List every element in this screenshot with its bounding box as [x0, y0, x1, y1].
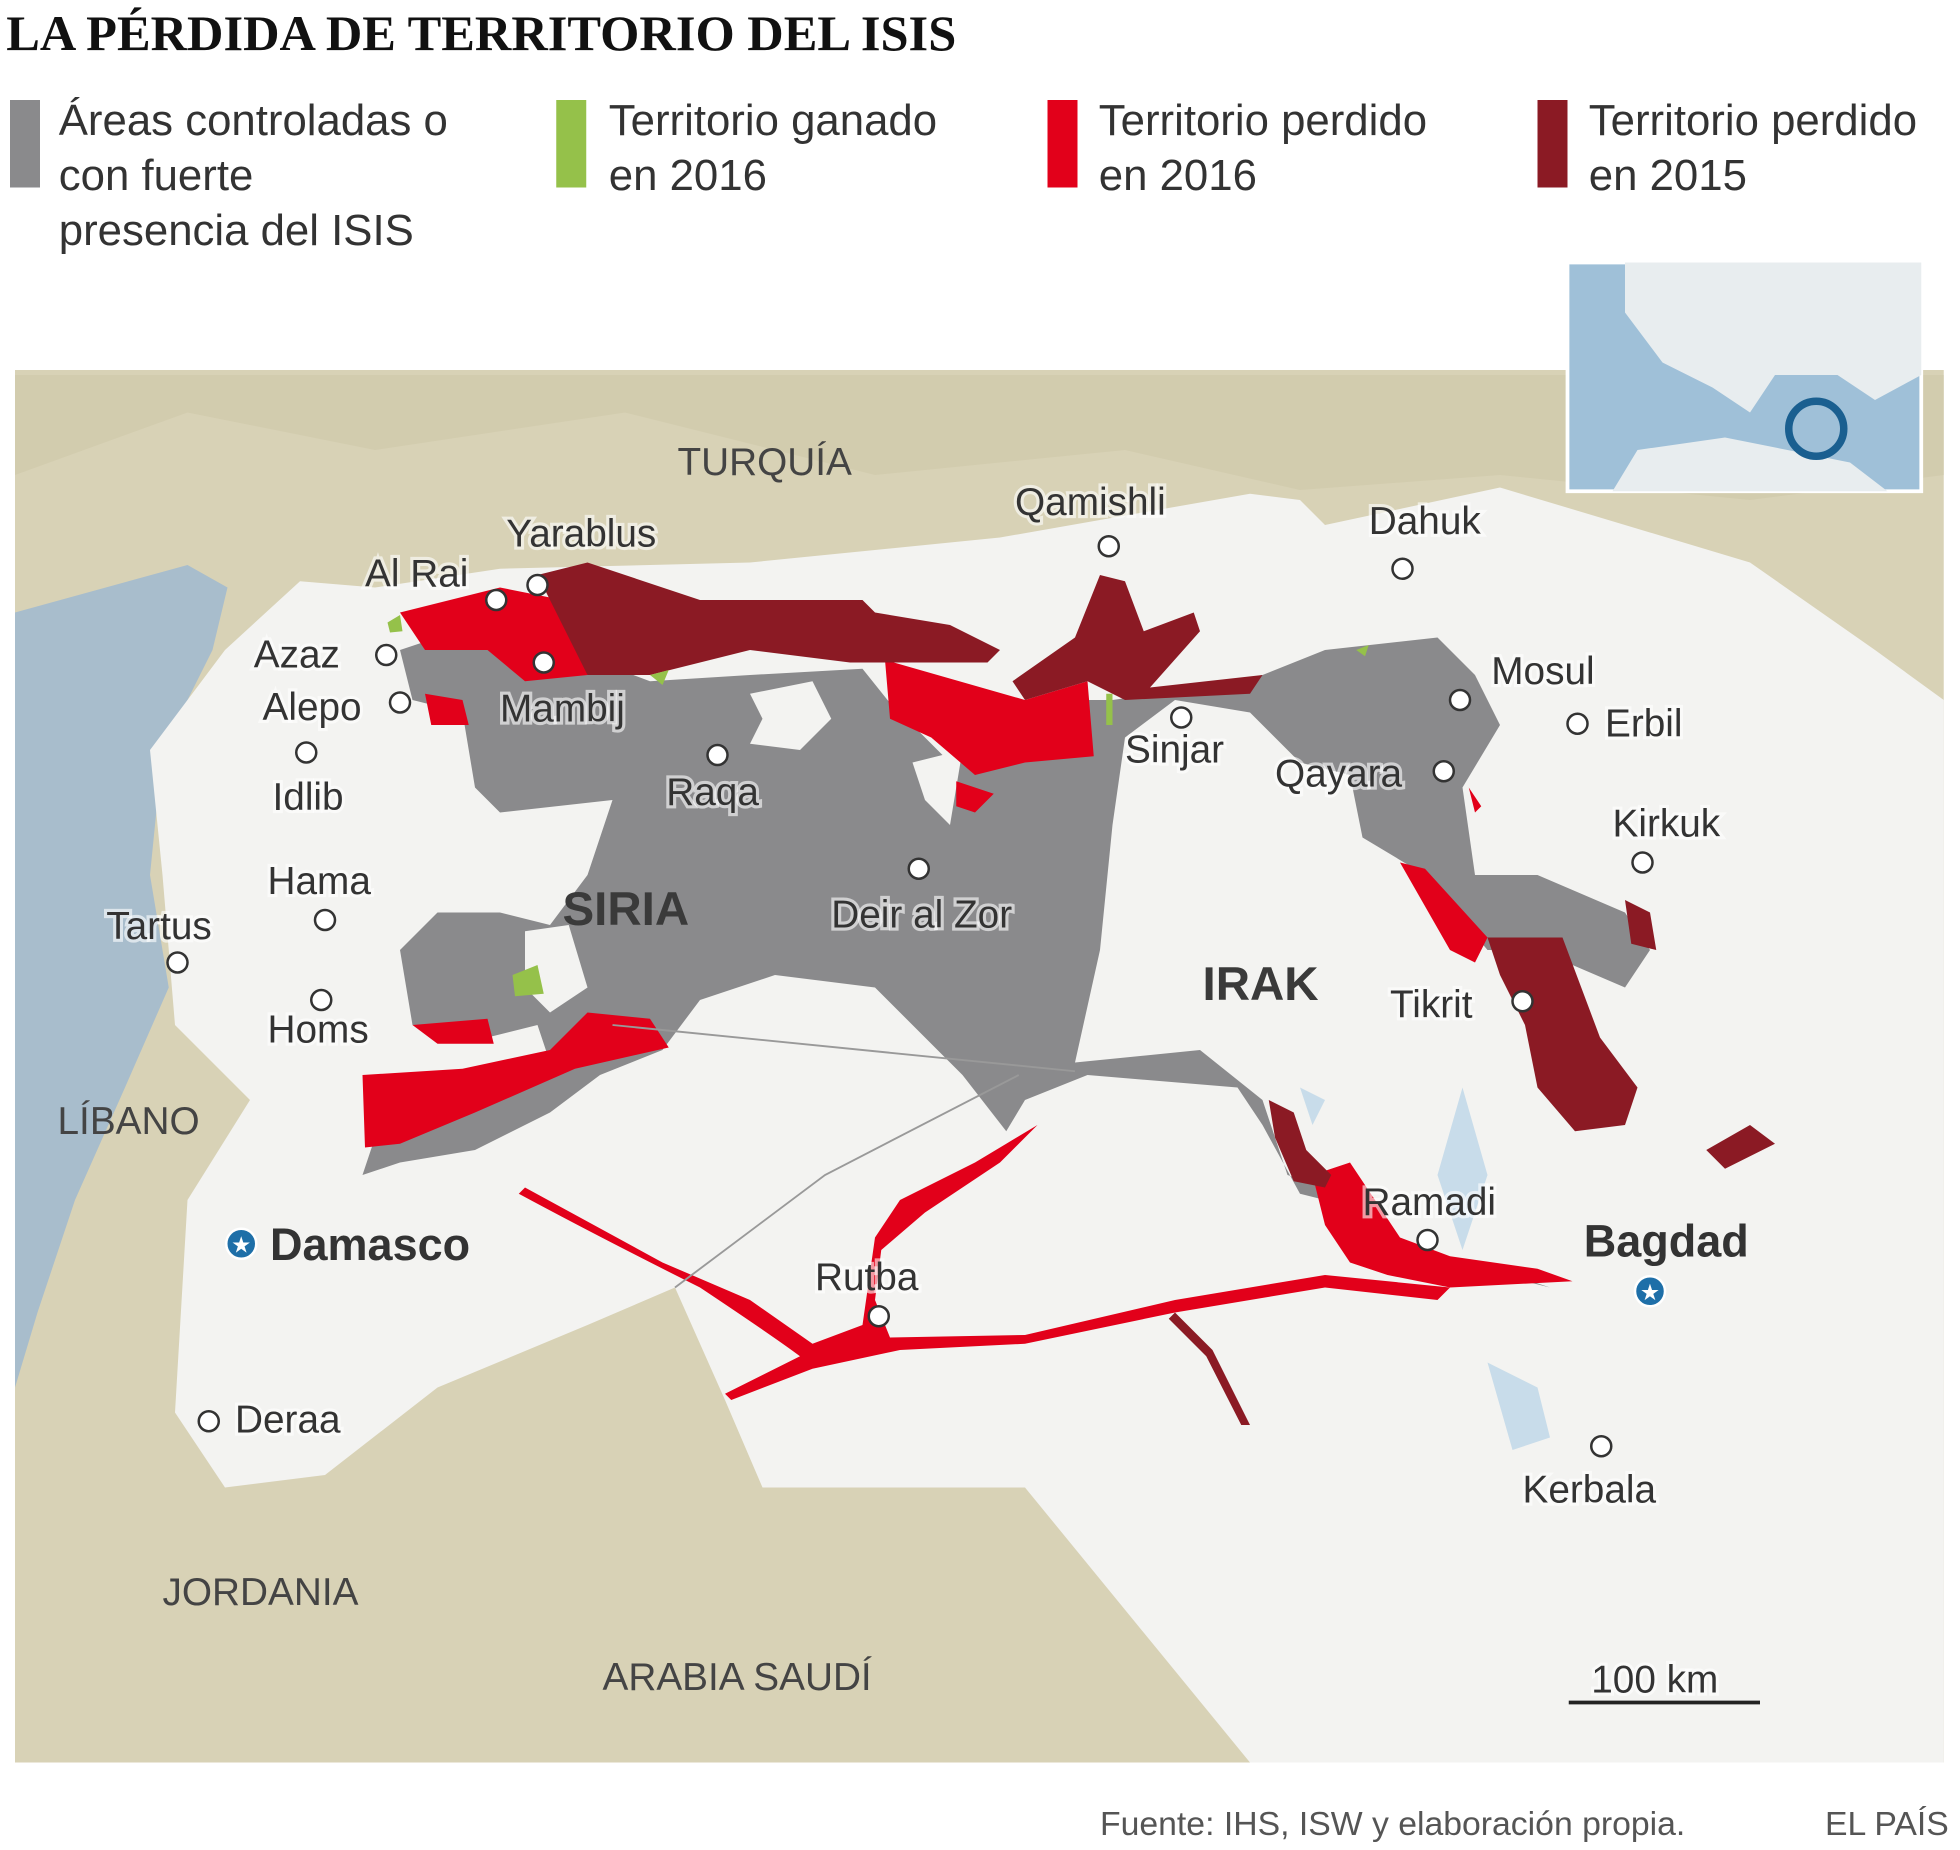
city-labels: Yarablus Al Rai Azaz Alepo Mambij Idlib …: [103, 478, 1749, 1515]
city-markers: [166, 535, 1654, 1458]
legend-label: en 2016: [1099, 151, 1257, 200]
city-dot: [1432, 760, 1455, 783]
legend-label: Territorio ganado: [609, 96, 937, 145]
map-label: Deir al Zor: [831, 894, 1012, 937]
map-label: Rutba: [815, 1256, 919, 1299]
legend-label: Territorio perdido: [1589, 96, 1917, 145]
syria-iraq-region: [150, 487, 1944, 1763]
map-label: Qayara: [1275, 752, 1403, 795]
country-label: JORDANIA: [163, 1571, 359, 1614]
scale-label: 100 km: [1591, 1659, 1718, 1702]
lakes: [1300, 1087, 1550, 1450]
map-label: Kirkuk: [1613, 802, 1721, 845]
city-dot: [388, 691, 412, 714]
country-label: TURQUÍA: [678, 441, 853, 484]
map-label: Bagdad: [1584, 1215, 1749, 1266]
legend-label: en 2016: [609, 151, 767, 200]
star-icon: ★: [1640, 1280, 1660, 1306]
legend: Áreas controladas o con fuerte presencia…: [10, 96, 1917, 255]
map-label: Sinjar: [1125, 729, 1224, 772]
star-icon: [1633, 1275, 1667, 1308]
city-dot: [1448, 688, 1472, 712]
map-label: Dahuk: [1369, 500, 1482, 543]
map-label: Azaz: [254, 634, 340, 677]
legend-label: Territorio perdido: [1099, 96, 1427, 145]
legend-label: presencia del ISIS: [59, 206, 414, 255]
city-dot: [1391, 557, 1414, 580]
legend-swatch-controlled: [10, 100, 40, 188]
lost-2016-road-corridors: [518, 1125, 1450, 1400]
legend-label: con fuerte: [59, 151, 254, 200]
country-label: ARABIA SAUDÍ: [603, 1656, 872, 1699]
city-dot: [1097, 535, 1120, 558]
city-dot: [197, 1410, 220, 1433]
map-label: Damasco: [270, 1219, 470, 1270]
location-circle: [1785, 397, 1848, 460]
map-label: Al Rai: [365, 552, 468, 595]
city-dot: [1590, 1435, 1613, 1458]
star-icon: ★: [231, 1233, 251, 1259]
map-label: Tikrit: [1390, 984, 1473, 1027]
city-dot: [1416, 1228, 1439, 1252]
legend-swatch-lost-2015: [1537, 100, 1568, 188]
map-label: Alepo: [263, 686, 362, 729]
country-label: LÍBANO: [58, 1100, 200, 1143]
borders: [612, 1024, 1076, 1289]
turkey-terrain: [15, 375, 1944, 500]
legend-label: en 2015: [1589, 151, 1747, 200]
legend-label: Áreas controladas o: [59, 96, 448, 145]
source-credit: Fuente: IHS, ISW y elaboración propia.: [1100, 1805, 1685, 1843]
city-dot: [485, 588, 508, 612]
map-label: Hama: [268, 860, 372, 903]
map-label: Erbil: [1605, 702, 1683, 745]
country-label: IRAK: [1203, 958, 1319, 1011]
city-dot: [867, 1305, 890, 1328]
map-label: Idlib: [273, 776, 344, 819]
brand-label: EL PAÍS: [1825, 1805, 1949, 1843]
map-label: Mosul: [1491, 650, 1594, 693]
city-dot: [532, 651, 555, 674]
city-dot: [706, 743, 729, 767]
city-dot: [166, 951, 189, 974]
map-label: Tartus: [106, 905, 212, 948]
territory-lost-2016: [362, 587, 1573, 1288]
map-label: Ramadi: [1363, 1181, 1497, 1224]
isis-controlled-area: [362, 625, 1650, 1288]
map-label: Raqa: [666, 771, 759, 814]
city-dot: [375, 643, 398, 667]
page-title: LA PÉRDIDA DE TERRITORIO DEL ISIS: [6, 5, 956, 61]
city-dot: [313, 908, 337, 932]
locator-inset: [1565, 260, 1924, 494]
map-label: Mambij: [500, 687, 625, 730]
city-dot: [295, 741, 318, 764]
map-label: Deraa: [235, 1399, 341, 1442]
city-dot: [1511, 990, 1534, 1013]
city-dot: [1566, 712, 1589, 735]
non-isis-pockets: [525, 681, 963, 1013]
map-label: Homs: [268, 1009, 369, 1052]
city-dot: [907, 857, 930, 880]
legend-swatch-gained-2016: [556, 100, 587, 188]
city-dot: [1170, 706, 1193, 729]
country-label: SIRIA: [563, 883, 690, 936]
city-dot: [310, 988, 333, 1012]
mediterranean-sea: [15, 565, 228, 1388]
map-label: Yarablus: [506, 512, 656, 555]
star-icon: [225, 1227, 258, 1260]
city-dot: [526, 573, 549, 597]
legend-swatch-lost-2016: [1047, 100, 1078, 188]
capital-markers: ★ ★: [225, 1227, 1667, 1308]
main-map: [15, 370, 1944, 1763]
city-dot: [1631, 851, 1654, 874]
map-label: Kerbala: [1523, 1469, 1657, 1512]
map-label: Qamishli: [1015, 481, 1166, 524]
